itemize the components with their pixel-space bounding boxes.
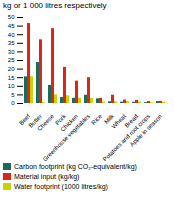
html-text:kg or 1 000 litres respectivel: kg or 1 000 litres respectively <box>3 1 107 10</box>
svg-text:Butter: Butter <box>27 113 44 129</box>
svg-text:Potatoes and root crops: Potatoes and root crops <box>102 113 151 161</box>
svg-text:Bread: Bread <box>123 113 140 129</box>
svg-text:0: 0 <box>11 100 15 106</box>
svg-text:25: 25 <box>8 57 15 63</box>
svg-text:20: 20 <box>8 66 15 72</box>
svg-text:Rice: Rice <box>90 113 103 126</box>
svg-text:Cheese: Cheese <box>36 113 55 132</box>
svg-text:Wheat: Wheat <box>110 113 128 130</box>
svg-text:35: 35 <box>8 40 15 46</box>
html-text:Carbon footprint (kg CO₂-equiv: Carbon footprint (kg CO₂-equivalent/kg) <box>14 163 137 170</box>
svg-text:45: 45 <box>8 23 15 29</box>
svg-text:Pork: Pork <box>54 113 68 127</box>
svg-text:Chicken: Chicken <box>59 113 80 133</box>
svg-text:Apple in season: Apple in season <box>129 113 163 147</box>
svg-text:10: 10 <box>8 83 15 89</box>
svg-text:Greenhouse vegetables: Greenhouse vegetables <box>42 113 91 161</box>
svg-text:40: 40 <box>8 32 15 38</box>
html-text:Water footprint (1000 litres/k: Water footprint (1000 litres/kg) <box>14 183 108 190</box>
svg-text:Milk: Milk <box>103 113 116 125</box>
svg-text:Beef: Beef <box>18 113 32 127</box>
svg-text:15: 15 <box>8 75 15 81</box>
html-text:Material input (kg/kg): Material input (kg/kg) <box>14 173 80 180</box>
svg-text:5: 5 <box>11 92 15 98</box>
svg-text:30: 30 <box>8 49 15 55</box>
svg-text:50: 50 <box>8 14 15 20</box>
